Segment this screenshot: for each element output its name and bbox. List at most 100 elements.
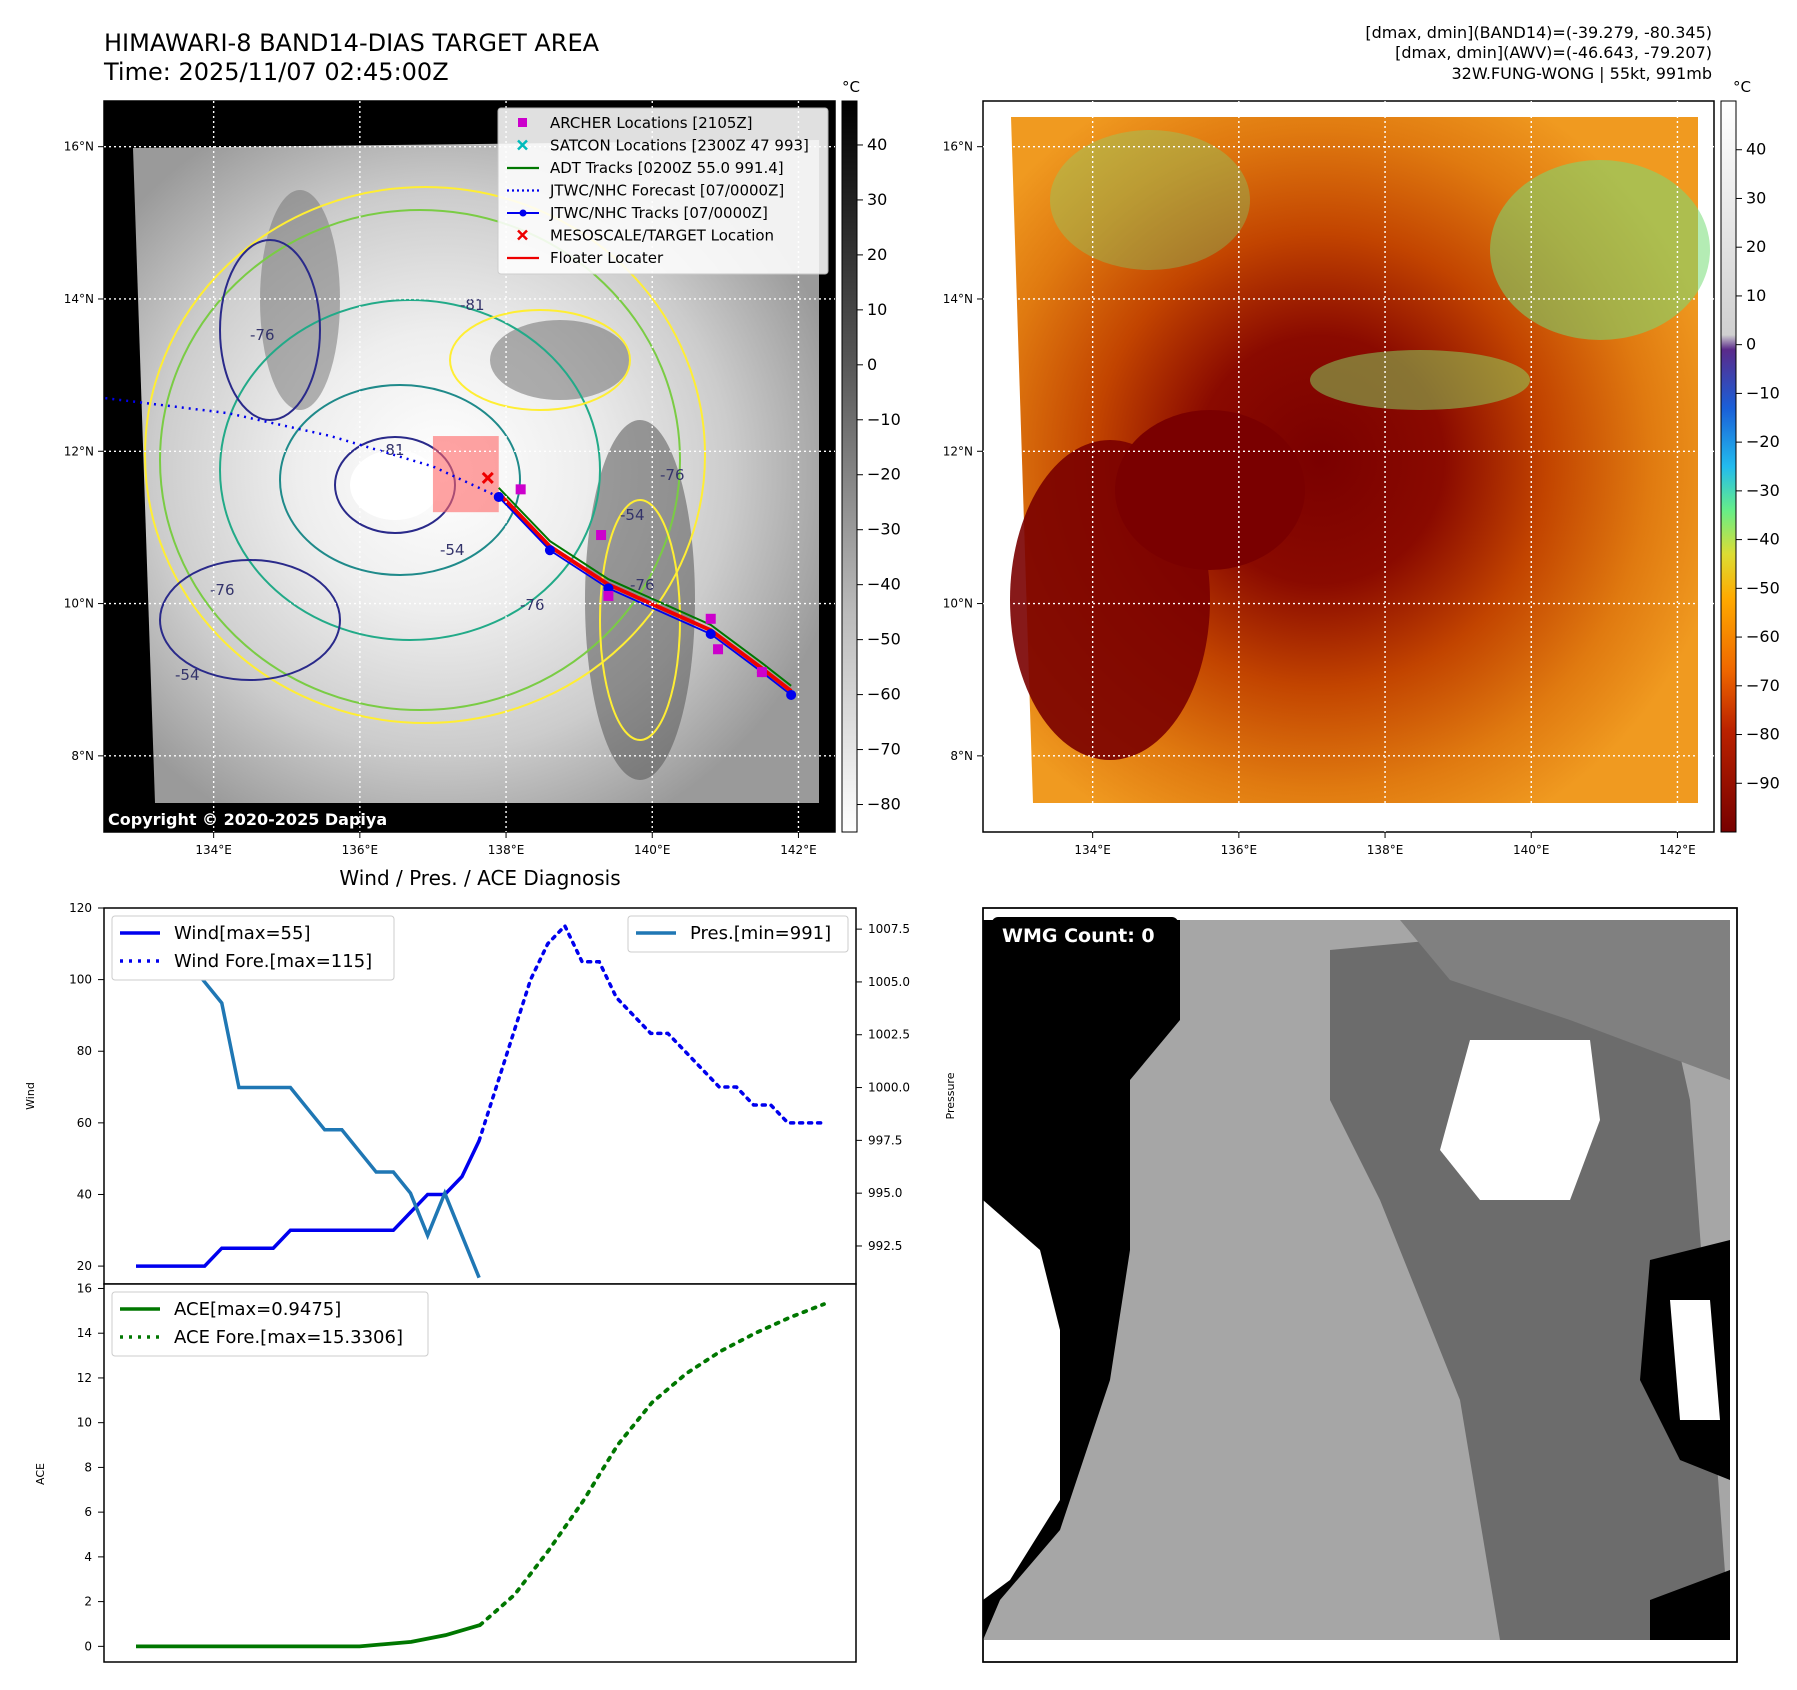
map1-lon-label: 142°E <box>780 843 817 857</box>
archer-location-marker <box>713 644 724 655</box>
map1-legend: ARCHER Locations [2105Z] SATCON Locations… <box>497 107 829 275</box>
contour-label: -54 <box>620 506 645 524</box>
map1-lat-label: 12°N <box>64 444 94 458</box>
color-colorbar: °C 40 30 20 10 0 −10 −20 −30 −40 −50 −60 −70 −80 −90 <box>1720 78 1780 833</box>
diagnosis-title: Wind / Pres. / ACE Diagnosis <box>339 866 620 890</box>
colorbar-tick-label: −80 <box>867 795 901 814</box>
colorbar-tick-label: −40 <box>1746 530 1780 549</box>
colorbar-tick-label: −90 <box>1746 773 1780 792</box>
contour-ring-1 <box>279 384 521 576</box>
pressure-y-tick-label: 1005.0 <box>868 975 910 989</box>
colorbar-tick-label: 40 <box>867 135 887 154</box>
legend-marker-x <box>517 229 528 241</box>
info-line-1: [dmax, dmin](BAND14)=(-39.279, -80.345) <box>1365 23 1712 42</box>
colorbar-tick-label: −60 <box>867 685 901 704</box>
colorbar-tick-label: −10 <box>1746 383 1780 402</box>
wmg-black-bottom-right <box>1650 1570 1730 1640</box>
color-colorbar-unit: °C <box>1733 78 1751 96</box>
map1-lat-label: 10°N <box>64 597 94 611</box>
wind-y-tick-label: 120 <box>69 901 92 915</box>
jtwc-track-point <box>544 545 555 556</box>
ace-fore-legend-label: ACE Fore.[max=15.3306] <box>174 1327 403 1348</box>
colorbar-tick-label: −50 <box>867 630 901 649</box>
legend-label: SATCON Locations [2300Z 47 993] <box>550 137 809 155</box>
ace-y-tick-label: 4 <box>84 1550 92 1564</box>
map1-lon-label: 134°E <box>195 843 232 857</box>
legend-label: ARCHER Locations [2105Z] <box>550 114 753 132</box>
figure-title: HIMAWARI-8 BAND14-DIAS TARGET AREA <box>104 29 600 57</box>
ace-y-tick-label: 16 <box>77 1281 92 1295</box>
map1-lat-label: 8°N <box>71 749 94 763</box>
info-line-2: [dmax, dmin](AWV)=(-46.643, -79.207) <box>1395 43 1712 62</box>
wmg-count-label: WMG Count: 0 <box>1002 925 1155 947</box>
color-ir-map-panel: 134°E 136°E 138°E 140°E 142°E 16°N 14°N 12°N 10°… <box>943 100 1715 857</box>
colorbar-tick-label: 20 <box>867 245 887 264</box>
archer-location-marker <box>756 667 767 678</box>
adt-track <box>498 487 792 687</box>
wmg-dark-gray-area-2 <box>1400 920 1730 1080</box>
info-line-3: 32W.FUNG-WONG | 55kt, 991mb <box>1451 64 1712 83</box>
map1-tick-labels: 134°E 136°E 138°E 140°E 142°E 16°N 14°N 12°N 10°… <box>64 140 817 857</box>
colorbar-tick-label: 20 <box>1746 237 1766 256</box>
wind-y-tick-label: 80 <box>77 1044 92 1058</box>
pressure-axis-label: Pressure <box>944 1072 957 1119</box>
wind-fore-legend-label: Wind Fore.[max=115] <box>174 951 372 972</box>
wmg-mid-gray-area <box>1330 920 1730 1640</box>
contour-label: -76 <box>250 326 275 344</box>
colorbar-tick-label: −20 <box>867 465 901 484</box>
map1-dark-band-2 <box>490 320 630 400</box>
ace-axis-label: ACE <box>34 1463 47 1485</box>
colorbar-tick-label: −10 <box>867 410 901 429</box>
ace-y-tick-label: 0 <box>84 1639 92 1653</box>
map1-frame <box>103 100 836 833</box>
contour-ring-2 <box>219 299 601 641</box>
map1-lon-label: 138°E <box>488 843 525 857</box>
map2-lat-label: 8°N <box>950 749 973 763</box>
legend-label: MESOSCALE/TARGET Location <box>550 227 774 245</box>
wind-axis-label: Wind <box>24 1082 37 1110</box>
contour-labels: -81 -76 -76 -76 -54 -54 -81 -76 -76 -54 <box>175 296 685 684</box>
contour-label: -81 <box>460 296 485 314</box>
legend-label: ADT Tracks [0200Z 55.0 991.4] <box>550 159 784 177</box>
map2-lon-label: 142°E <box>1659 843 1696 857</box>
map2-lat-label: 10°N <box>943 597 973 611</box>
jtwc-track-point <box>603 583 614 594</box>
contour-label: -54 <box>440 541 465 559</box>
jtwc-track-point <box>493 491 504 502</box>
figure-time: Time: 2025/11/07 02:45:00Z <box>103 58 449 86</box>
map2-lon-label: 136°E <box>1221 843 1258 857</box>
ace-legend-label: ACE[max=0.9475] <box>174 1299 341 1320</box>
pressure-legend-label: Pres.[min=991] <box>690 923 831 944</box>
colorbar-tick-label: 0 <box>867 355 877 374</box>
colorbar-tick-label: 10 <box>867 300 887 319</box>
legend-marker-x <box>517 139 528 151</box>
map2-green-band <box>1490 160 1710 340</box>
map2-lat-label: 12°N <box>943 444 973 458</box>
wind-y-tick-label: 100 <box>69 973 92 987</box>
target-location-marker <box>481 471 494 484</box>
wind-legend-label: Wind[max=55] <box>174 923 311 944</box>
contour-ring-6 <box>219 239 321 421</box>
map2-lat-label: 14°N <box>943 292 973 306</box>
ace-y-tick-label: 8 <box>84 1460 92 1474</box>
legend-marker-dot <box>519 209 527 217</box>
legend-label: JTWC/NHC Tracks [07/0000Z] <box>549 204 768 222</box>
wind-chart-series-1 <box>477 922 824 1143</box>
colorbar-tick-label: −30 <box>1746 481 1780 500</box>
colorbar-tick-label: 30 <box>867 190 887 209</box>
map2-lon-label: 140°E <box>1513 843 1550 857</box>
ace-series-0 <box>136 1623 481 1649</box>
contour-ring-4 <box>144 186 706 724</box>
map1-lat-label: 14°N <box>64 292 94 306</box>
contour-label: -76 <box>520 596 545 614</box>
map2-frame <box>982 100 1715 833</box>
pressure-y-tick-label: 997.5 <box>868 1133 902 1147</box>
contour-label: -76 <box>210 581 235 599</box>
map2-gridlines <box>983 101 1714 832</box>
map2-green-band-2 <box>1050 130 1250 270</box>
gray-colorbar-unit: °C <box>842 78 860 96</box>
pressure-legend-box <box>627 915 849 953</box>
colorbar-tick-label: −70 <box>1746 676 1780 695</box>
pressure-y-tick-label: 1000.0 <box>868 1081 910 1095</box>
